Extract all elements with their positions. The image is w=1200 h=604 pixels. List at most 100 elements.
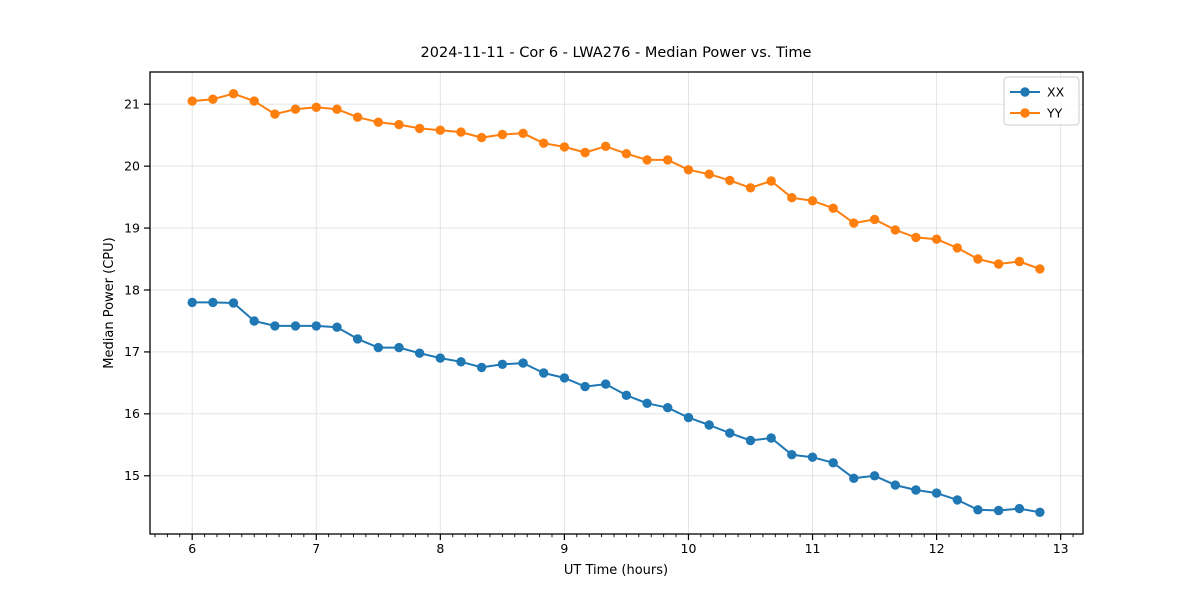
gridlines — [150, 72, 1083, 534]
legend-item-xx: XX — [1010, 84, 1065, 99]
legend: XX YY — [1003, 76, 1080, 126]
data-point — [332, 322, 342, 332]
data-point — [187, 297, 197, 308]
data-point — [869, 471, 880, 481]
data-point — [270, 109, 280, 119]
data-point — [1014, 503, 1025, 514]
data-point — [642, 155, 652, 165]
data-point — [373, 342, 383, 353]
data-point — [249, 96, 259, 106]
y-tick-label: 19 — [124, 220, 140, 235]
data-point — [559, 142, 570, 152]
data-point — [1014, 256, 1025, 267]
x-tick-label: 10 — [681, 541, 697, 556]
data-point — [621, 149, 632, 159]
data-point — [973, 505, 983, 515]
data-point — [952, 243, 962, 253]
data-point — [518, 358, 528, 368]
y-tick-label: 17 — [124, 344, 140, 359]
data-point — [559, 373, 570, 383]
data-point — [931, 488, 942, 498]
data-point — [787, 450, 797, 460]
data-point — [601, 379, 611, 389]
data-point — [394, 342, 404, 353]
data-point — [973, 254, 983, 264]
legend-label: XX — [1047, 84, 1065, 99]
data-point — [352, 334, 363, 344]
data-point — [456, 357, 466, 367]
data-point — [601, 141, 611, 151]
data-point — [290, 104, 301, 114]
x-tick-label: 12 — [929, 541, 945, 556]
data-point — [993, 259, 1004, 269]
data-point — [621, 390, 632, 400]
data-point — [1035, 264, 1045, 274]
x-tick-label: 9 — [560, 541, 568, 556]
data-point — [725, 428, 735, 438]
data-point — [704, 420, 714, 430]
data-point — [414, 348, 425, 358]
data-point — [807, 452, 818, 462]
y-tick-label: 18 — [124, 282, 140, 297]
data-point — [311, 102, 321, 113]
data-point — [911, 232, 921, 243]
x-axis-label: UT Time (hours) — [564, 563, 668, 578]
data-point — [456, 127, 466, 137]
data-point — [539, 138, 549, 148]
data-point — [1035, 507, 1045, 517]
data-point — [497, 129, 508, 140]
y-tick-label: 16 — [124, 406, 140, 421]
x-tick-label: 8 — [436, 541, 444, 556]
data-point — [869, 214, 880, 225]
data-point — [725, 175, 735, 186]
data-point — [539, 368, 549, 378]
data-point — [642, 398, 652, 408]
data-point — [766, 176, 776, 186]
data-point — [807, 196, 818, 206]
y-tick-label: 21 — [124, 97, 140, 112]
chart-title: 2024-11-11 - Cor 6 - LWA276 - Median Pow… — [421, 45, 812, 61]
data-point — [580, 381, 590, 392]
data-point — [849, 473, 859, 483]
data-point — [766, 433, 776, 443]
data-point — [311, 321, 321, 331]
data-point — [435, 353, 445, 363]
series-line — [192, 301, 1041, 514]
data-point — [414, 123, 425, 134]
data-point — [663, 155, 673, 165]
data-point — [187, 96, 197, 106]
data-point — [580, 147, 590, 158]
data-point — [683, 165, 694, 175]
data-point — [249, 316, 259, 326]
series — [187, 89, 1045, 517]
data-point — [890, 480, 900, 490]
x-tick-label: 7 — [312, 541, 320, 556]
series-yy — [187, 89, 1045, 274]
y-tick-label: 15 — [124, 468, 140, 483]
legend-marker — [1020, 108, 1030, 118]
data-point — [849, 218, 859, 228]
data-point — [208, 297, 218, 308]
x-tick-label: 11 — [805, 541, 821, 556]
data-point — [290, 321, 301, 331]
y-axis-label: Median Power (CPU) — [102, 237, 117, 368]
x-tick-label: 6 — [188, 541, 196, 556]
series-line — [192, 92, 1041, 270]
y-tick-label: 20 — [124, 158, 140, 173]
data-point — [952, 495, 962, 505]
data-point — [745, 183, 756, 193]
data-point — [663, 403, 673, 413]
axes: 6 7 8 9 10 11 12 13 15 16 17 18 19 20 21 — [124, 71, 1084, 556]
data-point — [476, 132, 487, 143]
data-point — [518, 128, 528, 138]
data-point — [228, 89, 239, 99]
x-tick-label: 13 — [1053, 541, 1069, 556]
series-xx — [187, 297, 1045, 517]
data-point — [208, 94, 218, 104]
data-point — [270, 321, 280, 331]
data-point — [683, 412, 694, 423]
legend-label: YY — [1046, 105, 1063, 120]
data-point — [828, 203, 838, 213]
plot-frame — [149, 71, 1084, 535]
